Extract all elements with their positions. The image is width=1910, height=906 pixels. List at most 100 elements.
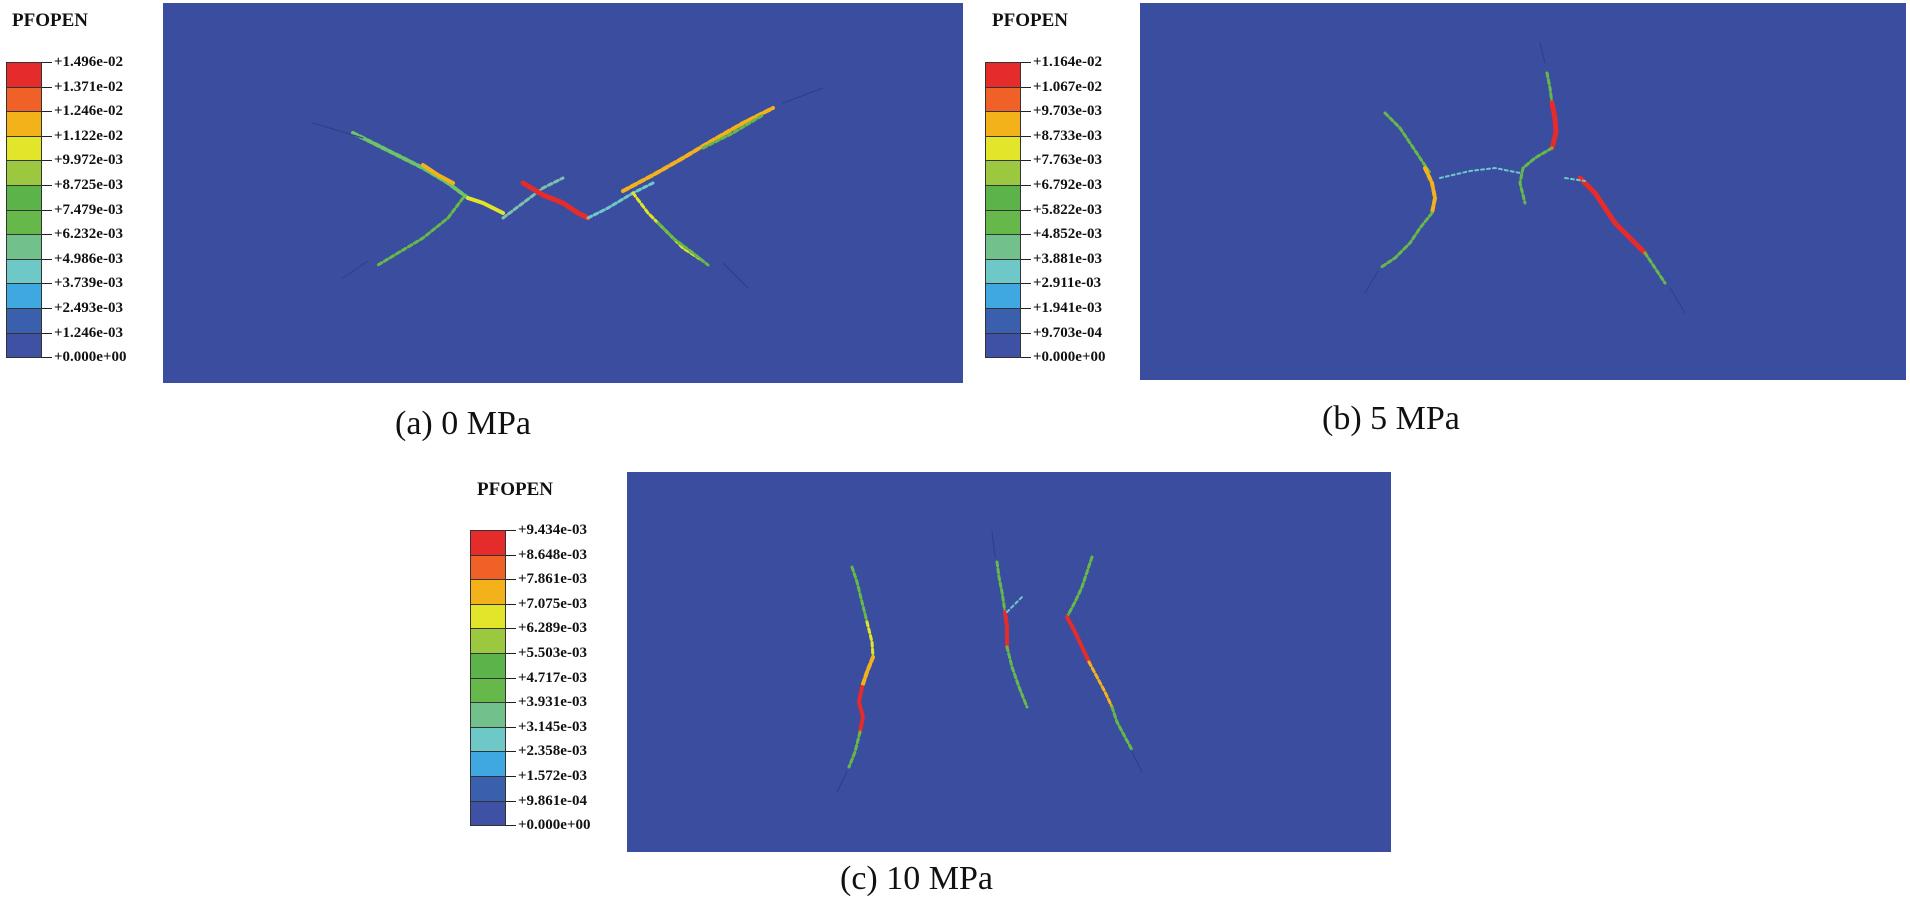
legend-swatch [6,111,42,137]
legend-tick [506,800,516,802]
legend-tick-label: +4.986e-03 [54,250,123,267]
legend-tick-label: +0.000e+00 [518,817,591,834]
legend-swatch [470,702,506,728]
legend-swatch [470,579,506,605]
legend-tick-label: +1.164e-02 [1033,54,1102,70]
legend-swatch [470,554,506,581]
legend-swatch [6,160,42,186]
legend-tick-label: +3.881e-03 [1033,250,1102,267]
fracture-cracks [1364,42,1686,314]
legend-swatch [6,62,42,88]
legend-tick-label: +1.246e-02 [54,103,123,120]
legend-swatch [470,726,506,753]
legend-tick-label: +9.703e-03 [1033,103,1102,120]
legend-tick-label: +5.503e-03 [518,645,587,661]
legend-tick [42,332,52,334]
fracture-plot [163,3,963,383]
legend-tick-label: +9.972e-03 [54,152,123,169]
legend-tick [42,357,52,359]
legend-swatch [6,234,42,260]
fracture-cracks [836,531,1143,793]
legend-tick [42,258,52,260]
legend-title: PFOPEN [477,479,553,500]
legend-tick [1021,111,1031,113]
legend-tick [1021,135,1031,137]
legend-swatch [985,185,1021,211]
legend-title: PFOPEN [992,10,1068,31]
legend-tick [1021,308,1031,309]
legend-swatch [470,800,506,827]
legend-tick-label: +7.861e-03 [518,571,587,588]
legend-swatch [470,603,506,630]
legend-tick [42,308,52,309]
legend-swatch [985,308,1021,334]
legend-tick [42,111,52,113]
legend-tick-label: +3.931e-03 [518,694,587,711]
legend-tick-label: +8.648e-03 [518,546,587,563]
legend-tick-label: +1.067e-02 [1033,78,1102,95]
legend-swatch [985,86,1021,113]
legend-tick-label: +4.717e-03 [518,669,587,686]
legend-tick [1021,209,1031,211]
legend-tick [506,653,516,654]
legend-tick-label: +1.941e-03 [1033,300,1102,316]
legend-swatch [470,653,506,679]
legend-tick [42,209,52,211]
legend-tick [1021,160,1031,162]
legend-tick-label: +6.232e-03 [54,226,123,243]
legend-swatch [6,185,42,211]
legend-tick [506,825,516,827]
legend-tick [506,776,516,777]
legend-tick-label: +1.371e-02 [54,78,123,95]
legend-swatch [6,209,42,236]
legend-swatch [985,135,1021,162]
legend-tick [1021,357,1031,359]
legend-swatch [985,332,1021,359]
legend-tick [42,62,52,63]
fracture-plot [627,472,1391,852]
panel-caption: (b) 5 MPa [1322,400,1460,437]
legend-swatch [6,86,42,113]
legend-swatch [6,332,42,359]
legend-swatch [985,160,1021,186]
legend-tick [1021,258,1031,260]
fracture-plot [1140,3,1906,380]
legend-tick [506,628,516,630]
legend-tick-label: +3.145e-03 [518,718,587,735]
legend-tick-label: +9.861e-04 [518,792,587,809]
legend-swatch [470,677,506,704]
legend-tick-label: +1.122e-02 [54,127,123,144]
panel-caption: (c) 10 MPa [840,860,993,897]
legend-swatch [470,751,506,777]
legend-tick-label: +0.000e+00 [1033,349,1106,366]
legend-swatch [6,135,42,162]
legend-tick [42,185,52,186]
legend-tick [42,234,52,236]
legend-tick-label: +6.792e-03 [1033,177,1102,193]
fracture-cracks [312,87,824,289]
legend-tick [506,702,516,704]
legend-tick [42,160,52,162]
legend-tick [42,86,52,88]
legend-tick-label: +1.246e-03 [54,324,123,341]
legend-tick-label: +5.822e-03 [1033,201,1102,218]
legend-tick [1021,332,1031,334]
legend-tick [42,135,52,137]
legend-swatch [6,258,42,285]
legend-tick [506,603,516,605]
legend-title: PFOPEN [12,10,88,31]
legend-tick-label: +2.911e-03 [1033,275,1102,292]
legend-swatch [470,530,506,556]
legend-tick-label: +0.000e+00 [54,349,127,366]
legend-swatch [6,283,42,309]
legend-tick [1021,234,1031,236]
legend-tick-label: +3.739e-03 [54,275,123,292]
legend-tick [506,751,516,753]
legend-tick [42,283,52,285]
legend-tick [506,677,516,679]
legend-tick-label: +7.479e-03 [54,201,123,218]
legend-tick-label: +7.763e-03 [1033,152,1102,169]
legend-swatch [470,628,506,654]
legend-tick-label: +1.496e-02 [54,54,123,70]
legend-swatch [985,62,1021,88]
